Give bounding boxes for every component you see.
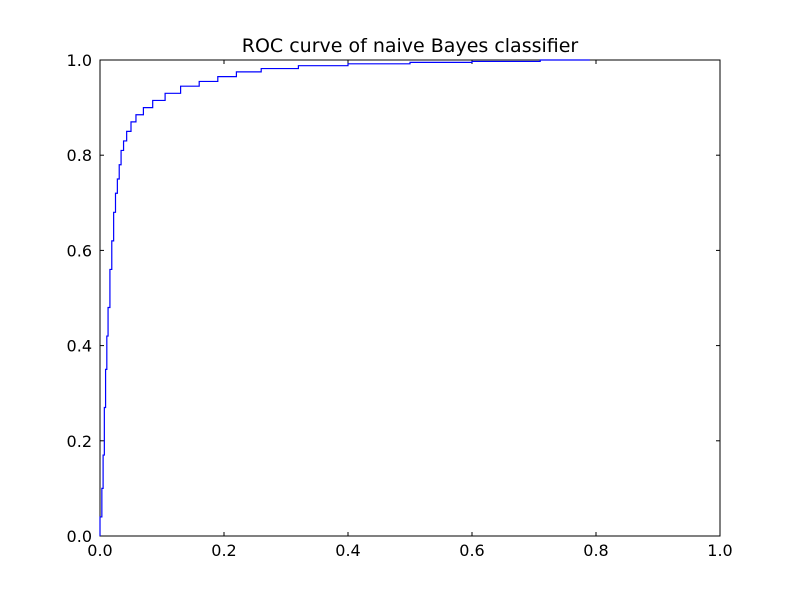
y-tick-label: 0.8: [67, 146, 92, 165]
y-tick-label: 1.0: [67, 51, 92, 70]
chart-title: ROC curve of naive Bayes classifier: [242, 35, 579, 57]
y-tick-label: 0.4: [67, 337, 92, 356]
y-tick-label: 0.6: [67, 241, 92, 260]
plot-frame: [99, 59, 721, 537]
y-tick-label: 0.2: [67, 432, 92, 451]
x-tick-label: 0.8: [583, 541, 608, 560]
plot-axes: 0.0 0.2 0.4 0.6 0.8 1.0 0.0 0.2 0.4 0.6 0.8 1.0: [67, 51, 733, 560]
roc-curve-line: [99, 59, 590, 536]
series-layer: [99, 59, 590, 536]
y-tick-label: 0.0: [67, 527, 92, 546]
x-tick-label: 0.4: [335, 541, 360, 560]
x-tick-label: 0.6: [459, 541, 484, 560]
x-tick-label: 1.0: [707, 541, 732, 560]
x-tick-label: 0.2: [211, 541, 236, 560]
x-tick-label: 0.0: [87, 541, 112, 560]
